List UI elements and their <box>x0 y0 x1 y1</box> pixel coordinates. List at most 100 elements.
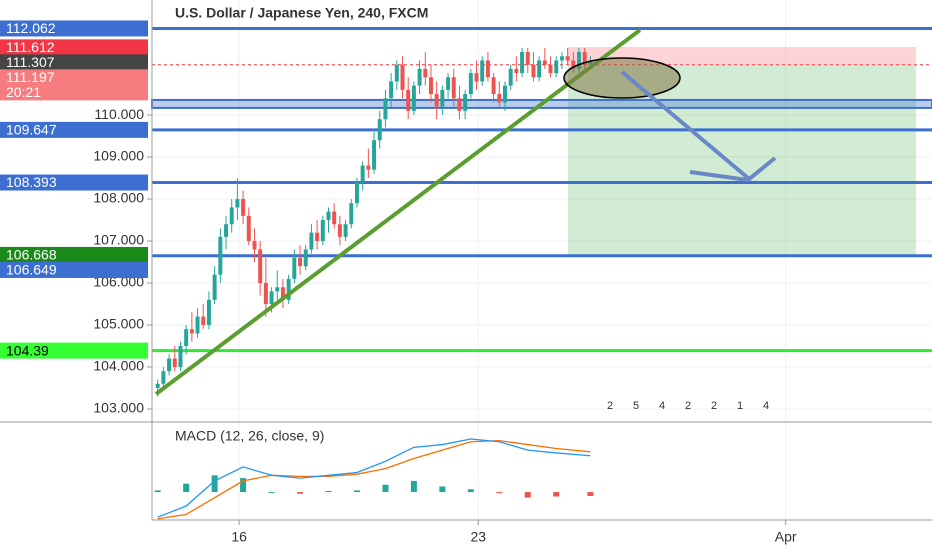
candle-body <box>366 165 371 170</box>
candle-body <box>218 236 223 275</box>
price-label-box <box>0 69 148 86</box>
candle-body <box>309 232 314 250</box>
x-tick-label: Apr <box>775 529 797 545</box>
y-tick-label: 104.000 <box>93 358 144 374</box>
arrow-head <box>689 156 777 183</box>
candle-body <box>326 211 331 221</box>
macd-histogram-bar <box>524 492 531 498</box>
price-label-box <box>0 246 148 263</box>
candle-body <box>582 52 587 65</box>
candle-body <box>241 199 246 216</box>
candle-body <box>224 224 229 237</box>
macd-histogram-bar <box>353 490 360 493</box>
trend-line <box>154 28 642 396</box>
x-tick-label: 23 <box>470 529 486 545</box>
grid <box>152 0 932 520</box>
candle-body <box>565 56 570 61</box>
candle-body <box>349 203 354 225</box>
candle-body <box>542 60 547 65</box>
candle-body <box>520 52 525 74</box>
candle-body <box>457 98 462 111</box>
candle-body <box>417 68 422 86</box>
candle-body <box>394 64 399 82</box>
candle-body <box>320 220 325 242</box>
candle-body <box>525 52 530 65</box>
candle-body <box>195 316 200 334</box>
price-label: 106.668 <box>6 247 57 263</box>
candle-body <box>548 64 553 74</box>
candle-body <box>389 81 394 99</box>
macd-macd-line <box>157 438 591 518</box>
candle-body <box>360 165 365 183</box>
price-label-box <box>0 261 148 278</box>
candle-body <box>315 232 320 242</box>
candle-body <box>184 329 189 346</box>
candle-body <box>428 77 433 95</box>
candle-body <box>201 316 206 326</box>
candle-body <box>206 299 211 326</box>
y-tick-label: 105.000 <box>93 316 144 332</box>
candle-body <box>537 60 542 78</box>
candle-body <box>337 224 342 237</box>
macd-signal-line <box>157 439 591 520</box>
macd-histogram-bar <box>154 490 161 493</box>
price-label-box <box>0 84 148 101</box>
axes: 103.000104.000105.000106.000107.000108.0… <box>0 20 797 545</box>
arrow <box>620 70 750 180</box>
price-label-box <box>0 39 148 56</box>
candle-body <box>434 94 439 107</box>
y-tick-label: 108.000 <box>93 190 144 206</box>
stop-zone <box>568 47 916 65</box>
price-label: 111.197 <box>6 69 55 85</box>
candle-body <box>280 287 285 300</box>
candle-body <box>423 68 428 78</box>
macd-histogram-bar <box>240 478 247 493</box>
candle-body <box>451 77 456 99</box>
macd-histogram-bar <box>467 489 474 493</box>
candle-body <box>354 182 359 204</box>
macd-histogram-bar <box>268 492 275 494</box>
candle-body <box>508 68 513 86</box>
candle-body <box>485 60 490 78</box>
candle-body <box>332 211 337 225</box>
candle-body <box>212 274 217 300</box>
event-label: 5 <box>633 400 639 412</box>
price-label-box <box>0 20 148 37</box>
macd-histogram-bar <box>439 486 446 493</box>
candle-body <box>559 56 564 61</box>
candle-body <box>263 283 268 305</box>
event-label: 2 <box>711 400 717 412</box>
candle-body <box>514 68 519 74</box>
candle-body <box>440 89 445 107</box>
macd-pane <box>154 438 594 520</box>
price-label-box <box>0 121 148 138</box>
highlight-ellipse <box>563 57 681 99</box>
candle-body <box>372 140 377 170</box>
candle-body <box>292 257 297 279</box>
candle-body <box>235 199 240 208</box>
candle-body <box>577 52 581 69</box>
candle-body <box>468 73 473 95</box>
candle-body <box>571 60 576 69</box>
candle-body <box>246 215 251 242</box>
macd-histogram-bar <box>382 484 389 493</box>
candle-body <box>229 207 234 225</box>
event-label: 1 <box>737 400 743 412</box>
candle-body <box>446 77 451 90</box>
annotations <box>154 28 777 396</box>
y-tick-label: 110.000 <box>94 106 144 122</box>
price-label: 111.307 <box>6 54 55 70</box>
candle-body <box>406 89 411 111</box>
candle-body <box>252 241 257 250</box>
event-label: 2 <box>685 400 691 412</box>
candles <box>155 47 593 397</box>
x-tick-label: 16 <box>231 529 247 545</box>
price-label: 111.612 <box>6 39 55 55</box>
candle-body <box>178 345 183 367</box>
candle-body <box>155 383 160 388</box>
candle-body <box>377 119 382 141</box>
candle-body <box>411 85 416 111</box>
candle-body <box>474 73 479 82</box>
candle-body <box>258 249 263 284</box>
